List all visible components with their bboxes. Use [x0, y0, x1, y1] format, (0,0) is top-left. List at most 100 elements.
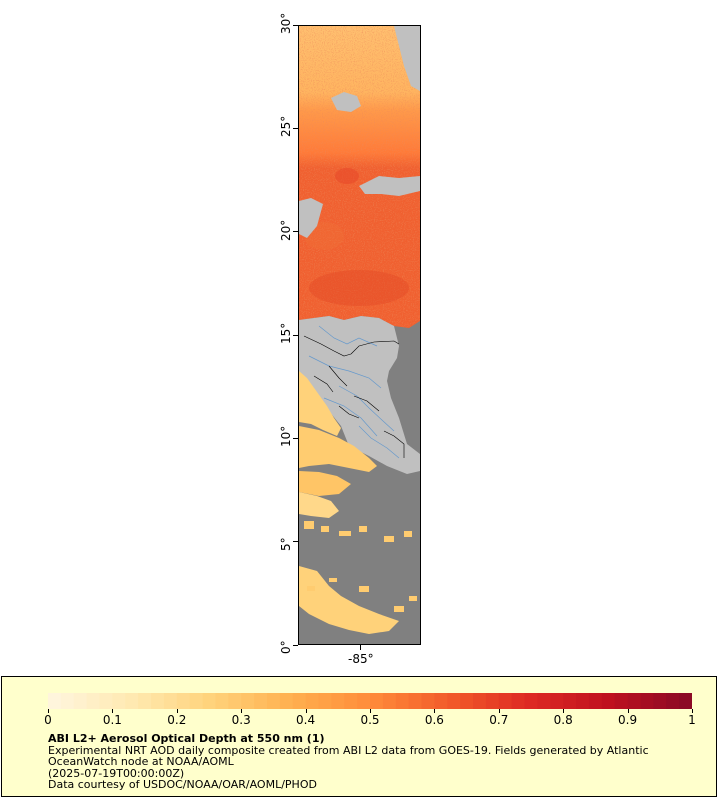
colorbar-segment	[576, 693, 590, 709]
colorbar-segment	[189, 693, 204, 709]
y-axis-label: 10°	[279, 426, 293, 448]
colorbar-segment	[421, 693, 435, 709]
aod-map	[298, 25, 421, 645]
colorbar-segment	[202, 693, 216, 709]
y-axis-label: 30°	[279, 12, 293, 34]
colorbar-tick	[112, 709, 114, 713]
colorbar-label: 0	[44, 713, 52, 727]
colorbar-tick	[498, 709, 500, 713]
colorbar-segment	[382, 693, 397, 709]
colorbar-tick	[434, 709, 436, 713]
aod-patch-south	[299, 492, 339, 518]
colorbar-label: 0.5	[360, 713, 380, 727]
y-axis-label: 20°	[279, 219, 293, 241]
colorbar-label: 0.4	[296, 713, 316, 727]
country-borders	[303, 335, 405, 458]
colorbar-tick	[370, 709, 371, 713]
colorbar-segment	[292, 693, 307, 709]
colorbar-segment	[228, 693, 242, 709]
colorbar-segment	[460, 693, 474, 709]
colorbar-label: 0.2	[167, 713, 187, 727]
colorbar-segment	[331, 693, 345, 709]
colorbar-segment	[395, 693, 410, 709]
aod-patch-scatter	[304, 521, 412, 542]
colorbar-segment	[588, 693, 603, 709]
colorbar-segment	[473, 693, 487, 709]
colorbar-segment	[679, 693, 692, 709]
y-tick	[293, 127, 298, 129]
colorbar-segment	[601, 693, 616, 709]
colorbar-tick	[176, 709, 178, 713]
colorbar-segment	[447, 693, 461, 709]
colorbar-segment	[563, 693, 577, 709]
colorbar-segment	[151, 693, 165, 709]
legend-date: (2025-07-19T00:00:00Z)	[48, 766, 185, 780]
colorbar-tick	[305, 709, 307, 713]
legend-panel: 0 0.1 0.2 0.3 0.4 0.5 0.6 0.7 0.8 0.9 1 ABI L2+ Ae…	[1, 676, 717, 797]
legend-credit: Data courtesy of USDOC/NOAA/OAR/AOML/PHO…	[48, 778, 317, 791]
y-axis-label: 5°	[279, 537, 293, 551]
aod-patch-coastal	[299, 471, 351, 496]
colorbar	[48, 693, 692, 709]
colorbar-segment	[537, 693, 551, 709]
y-tick	[293, 437, 298, 439]
colorbar-segment	[241, 693, 255, 709]
colorbar-tick	[563, 709, 565, 713]
colorbar-label: 0.6	[424, 713, 444, 727]
colorbar-segment	[48, 693, 62, 709]
colorbar-tick	[241, 709, 243, 713]
colorbar-segment	[344, 693, 358, 709]
colorbar-segment	[163, 693, 178, 709]
colorbar-segment	[498, 693, 513, 709]
colorbar-tick	[48, 709, 49, 713]
colorbar-label: 0.7	[489, 713, 509, 727]
colorbar-label: 1	[688, 713, 696, 727]
colorbar-label: 0.9	[618, 713, 638, 727]
y-tick	[293, 541, 298, 543]
colorbar-segment	[112, 693, 126, 709]
colorbar-segment	[627, 693, 641, 709]
colorbar-segment	[305, 693, 319, 709]
colorbar-segment	[99, 693, 113, 709]
colorbar-segment	[653, 693, 667, 709]
y-axis-label: 0°	[279, 640, 293, 654]
colorbar-segment	[550, 693, 564, 709]
y-axis-label: 25°	[279, 116, 293, 138]
colorbar-segment	[176, 693, 191, 709]
aod-patch-coastal	[299, 426, 377, 472]
colorbar-segment	[524, 693, 538, 709]
aod-patch-far-south	[299, 566, 399, 634]
colorbar-segment	[357, 693, 371, 709]
colorbar-segment	[60, 693, 75, 709]
colorbar-segment	[215, 693, 229, 709]
legend-title: ABI L2+ Aerosol Optical Depth at 550 nm …	[48, 732, 325, 745]
legend-text: ABI L2+ Aerosol Optical Depth at 550 nm …	[48, 733, 688, 791]
colorbar-tick	[692, 709, 693, 713]
legend-description: Experimental NRT AOD daily composite cre…	[48, 743, 649, 768]
colorbar-segment	[73, 693, 88, 709]
colorbar-segment	[279, 693, 294, 709]
aod-patch-far-south-scatter	[307, 578, 417, 612]
y-tick	[293, 644, 298, 646]
y-axis-label: 15°	[279, 322, 293, 344]
land-north-east	[394, 26, 420, 91]
colorbar-label: 0.3	[231, 713, 251, 727]
aod-patch-coastal	[299, 371, 341, 436]
land-west-strip	[299, 198, 323, 238]
aod-hotspot	[335, 168, 359, 184]
colorbar-segment	[408, 693, 423, 709]
y-tick	[293, 24, 298, 26]
land-bay-gray	[331, 92, 361, 112]
map-canvas	[299, 26, 420, 644]
colorbar-segment	[86, 693, 101, 709]
colorbar-tick	[627, 709, 629, 713]
x-axis-label: -85°	[348, 652, 374, 666]
colorbar-segment	[614, 693, 629, 709]
colorbar-segment	[318, 693, 332, 709]
y-tick	[293, 334, 298, 336]
colorbar-segment	[370, 693, 384, 709]
aod-speckle	[299, 26, 420, 328]
colorbar-segment	[138, 693, 152, 709]
colorbar-segment	[666, 693, 680, 709]
y-tick	[293, 231, 298, 233]
